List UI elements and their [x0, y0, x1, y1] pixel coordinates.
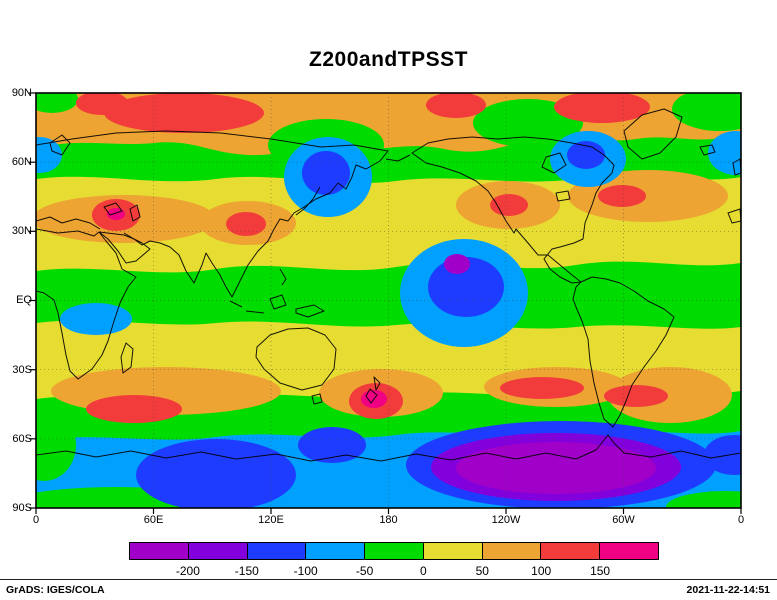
coastlines: [36, 108, 741, 462]
lon-label-180: 180: [379, 514, 398, 526]
colorbar-label: 0: [420, 564, 427, 578]
lat-label-60n: 60N: [11, 156, 32, 168]
chart-title: Z200andTPSST: [309, 48, 468, 71]
colorbar-cell-magenta: [600, 543, 659, 559]
lon-label-120e: 120E: [258, 514, 284, 526]
colorbar-cell-red: [541, 543, 601, 559]
colorbar-cell-light-blue: [306, 543, 366, 559]
colorbar-cell-green: [365, 543, 424, 559]
colorbar-cell-yellow: [423, 543, 483, 559]
colorbar-cell-violet: [188, 543, 248, 559]
lat-label-90s: 90S: [12, 502, 32, 514]
colorbar-label: 50: [475, 564, 489, 578]
colorbar-cell-purple: [130, 543, 189, 559]
lon-label-0w: 0: [737, 514, 745, 526]
lat-label-60s: 60S: [12, 433, 32, 445]
colorbar-cell-orange: [482, 543, 542, 559]
colorbar-label: -50: [355, 564, 374, 578]
footer-divider: [0, 579, 777, 580]
colorbar-label: -200: [175, 564, 200, 578]
colorbar: [129, 542, 659, 560]
colorbar-label: -150: [234, 564, 259, 578]
lat-label-30n: 30N: [11, 225, 32, 237]
colorbar-label: 150: [590, 564, 611, 578]
timestamp: 2021-11-22-14:51: [686, 584, 770, 596]
axis-ticks: [29, 92, 742, 514]
lon-label-0e: 0: [32, 514, 40, 526]
lon-label-120w: 120W: [491, 514, 521, 526]
colorbar-label: -100: [293, 564, 318, 578]
world-map-svg: [29, 92, 742, 514]
lat-label-30s: 30S: [12, 364, 32, 376]
lon-label-60w: 60W: [612, 514, 635, 526]
lat-label-eq: EQ: [16, 294, 32, 306]
lat-label-90n: 90N: [11, 87, 32, 99]
lon-label-60e: 60E: [143, 514, 164, 526]
grads-credit: GrADS: IGES/COLA: [6, 584, 105, 596]
colorbar-label: 100: [531, 564, 552, 578]
grid-lines: [36, 93, 741, 508]
colorbar-cell-blue: [247, 543, 307, 559]
